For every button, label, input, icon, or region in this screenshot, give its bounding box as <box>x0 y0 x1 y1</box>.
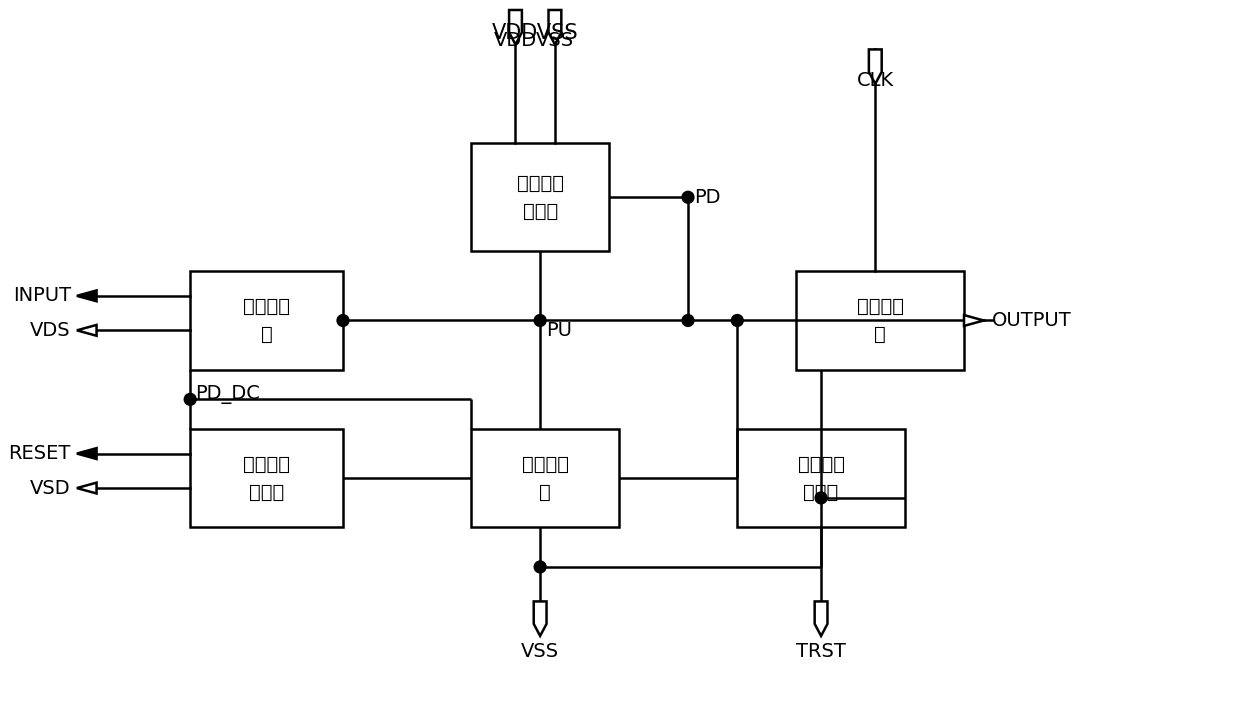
Text: 第二复位
子电路: 第二复位 子电路 <box>797 454 844 502</box>
Bar <box>738 429 905 527</box>
Text: PD_DC: PD_DC <box>195 385 260 404</box>
Text: VDD: VDD <box>494 31 537 50</box>
Circle shape <box>534 315 546 326</box>
Text: TRST: TRST <box>796 642 846 661</box>
Text: VDS: VDS <box>30 321 71 340</box>
Polygon shape <box>963 315 983 326</box>
Text: PD: PD <box>694 188 720 207</box>
Text: 第一复位
子电路: 第一复位 子电路 <box>243 454 290 502</box>
Circle shape <box>337 315 348 326</box>
Bar <box>471 429 619 527</box>
Text: 输出子电
路: 输出子电 路 <box>857 297 904 344</box>
Text: VSS: VSS <box>521 642 559 661</box>
Polygon shape <box>533 601 547 636</box>
Polygon shape <box>510 10 522 45</box>
Bar <box>471 143 609 252</box>
Text: INPUT: INPUT <box>12 286 71 306</box>
Text: VDDVSS: VDDVSS <box>492 23 579 43</box>
Polygon shape <box>77 483 97 493</box>
Text: VSS: VSS <box>536 31 574 50</box>
Bar <box>190 429 343 527</box>
Text: 输入子电
路: 输入子电 路 <box>243 297 290 344</box>
Polygon shape <box>77 291 97 301</box>
Circle shape <box>534 561 546 573</box>
Text: OUTPUT: OUTPUT <box>992 311 1071 330</box>
Text: 下拉控制
子电路: 下拉控制 子电路 <box>517 174 564 220</box>
Polygon shape <box>815 601 827 636</box>
Polygon shape <box>77 325 97 336</box>
Bar <box>190 272 343 370</box>
Text: PU: PU <box>546 321 572 340</box>
Text: 下拉子电
路: 下拉子电 路 <box>522 454 569 502</box>
Circle shape <box>732 315 743 326</box>
Text: CLK: CLK <box>857 71 894 90</box>
Circle shape <box>682 315 694 326</box>
Circle shape <box>682 191 694 203</box>
Circle shape <box>185 393 196 406</box>
Text: VSD: VSD <box>30 479 71 498</box>
Bar <box>796 272 963 370</box>
Circle shape <box>815 492 827 504</box>
Text: RESET: RESET <box>9 444 71 463</box>
Polygon shape <box>77 448 97 459</box>
Polygon shape <box>548 10 562 45</box>
Polygon shape <box>869 50 882 84</box>
